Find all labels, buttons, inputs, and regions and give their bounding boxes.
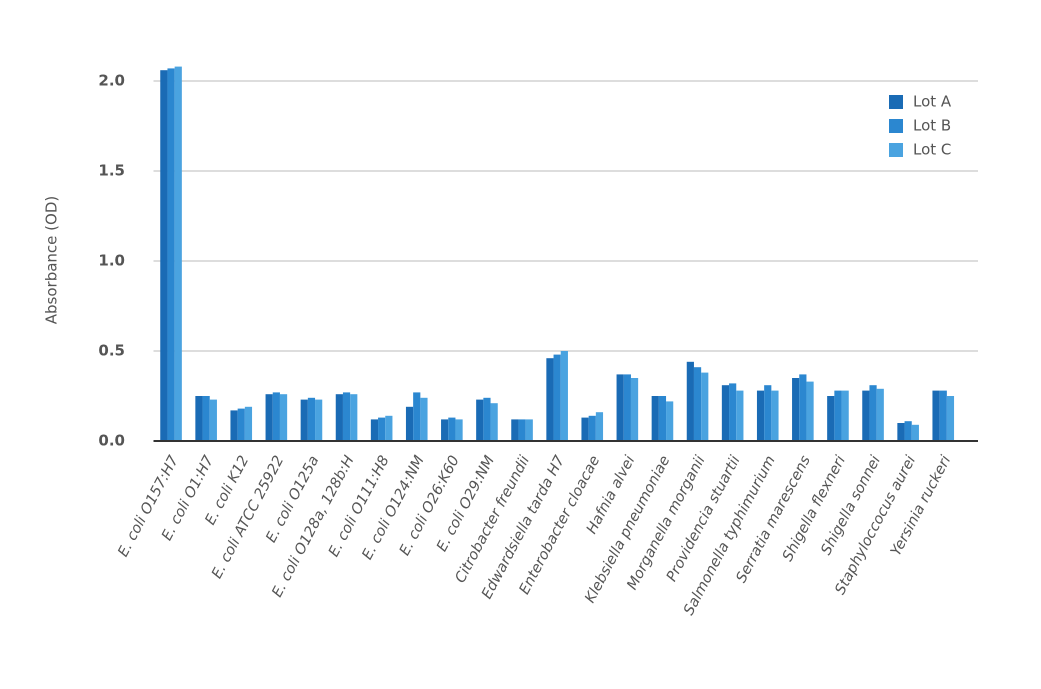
bar: [455, 419, 463, 441]
bar: [413, 392, 421, 441]
legend-label: Lot B: [913, 117, 951, 135]
bar: [721, 385, 730, 441]
bar: [546, 358, 554, 441]
bar: [876, 388, 884, 441]
bar: [827, 396, 835, 441]
y-axis-title: Absorbance (OD): [43, 196, 61, 324]
bar: [230, 410, 238, 441]
bar: [202, 396, 210, 441]
bar: [265, 394, 273, 441]
bar: [483, 397, 491, 441]
y-tick-label: 1.0: [98, 252, 125, 270]
bar: [729, 383, 737, 441]
bar: [195, 396, 203, 441]
y-tick-label: 1.5: [98, 162, 125, 180]
bar: [736, 390, 744, 441]
bar: [300, 399, 308, 441]
legend-label: Lot C: [913, 141, 951, 159]
bar: [525, 419, 533, 441]
bar: [595, 412, 604, 441]
bar: [244, 406, 253, 441]
bar: [209, 399, 217, 441]
bar: [448, 417, 456, 441]
bar: [897, 423, 905, 441]
bar: [771, 390, 779, 441]
bar: [651, 396, 659, 441]
legend-label: Lot A: [913, 93, 952, 111]
bar: [869, 385, 877, 441]
bar: [792, 378, 800, 441]
bar: [370, 419, 379, 441]
bar: [511, 419, 519, 441]
y-tick-label: 0.5: [98, 342, 125, 360]
bar: [932, 390, 940, 441]
bar: [518, 419, 526, 441]
bar: [378, 417, 386, 441]
bar: [174, 66, 182, 441]
bar: [834, 390, 842, 441]
bar: [666, 401, 674, 441]
bar: [581, 417, 589, 441]
bar: [946, 396, 955, 441]
bar: [841, 390, 849, 441]
legend-swatch: [889, 143, 903, 157]
bar: [342, 392, 351, 441]
legend-swatch: [889, 119, 903, 133]
bar: [167, 68, 175, 442]
bar: [441, 419, 449, 441]
bar: [658, 396, 667, 441]
bar: [799, 374, 807, 441]
bar: [160, 70, 168, 441]
bar: [307, 397, 316, 441]
y-tick-label: 0.0: [98, 432, 125, 450]
bar: [385, 415, 393, 441]
bar: [237, 408, 245, 441]
bar: [764, 385, 772, 441]
bar: [911, 424, 919, 441]
bar: [315, 399, 323, 441]
bar: [806, 381, 814, 441]
bar: [939, 390, 947, 441]
bar: [490, 403, 498, 441]
bar: [686, 361, 694, 441]
bar: [279, 394, 288, 441]
bar: [476, 399, 484, 441]
bar: [350, 394, 358, 441]
bar: [335, 394, 343, 441]
bar: [701, 372, 709, 441]
bar: [756, 390, 765, 441]
bar: [405, 406, 414, 441]
bar: [862, 390, 870, 441]
bar: [560, 351, 568, 441]
bar: [904, 421, 912, 441]
legend-swatch: [889, 95, 903, 109]
bar: [693, 367, 702, 441]
bar: [623, 374, 631, 441]
y-tick-label: 2.0: [98, 72, 125, 90]
bar: [616, 374, 624, 441]
bar: [272, 392, 280, 441]
bar: [420, 397, 428, 441]
bar: [630, 378, 639, 441]
bar: [588, 415, 596, 441]
bar: [553, 354, 561, 441]
